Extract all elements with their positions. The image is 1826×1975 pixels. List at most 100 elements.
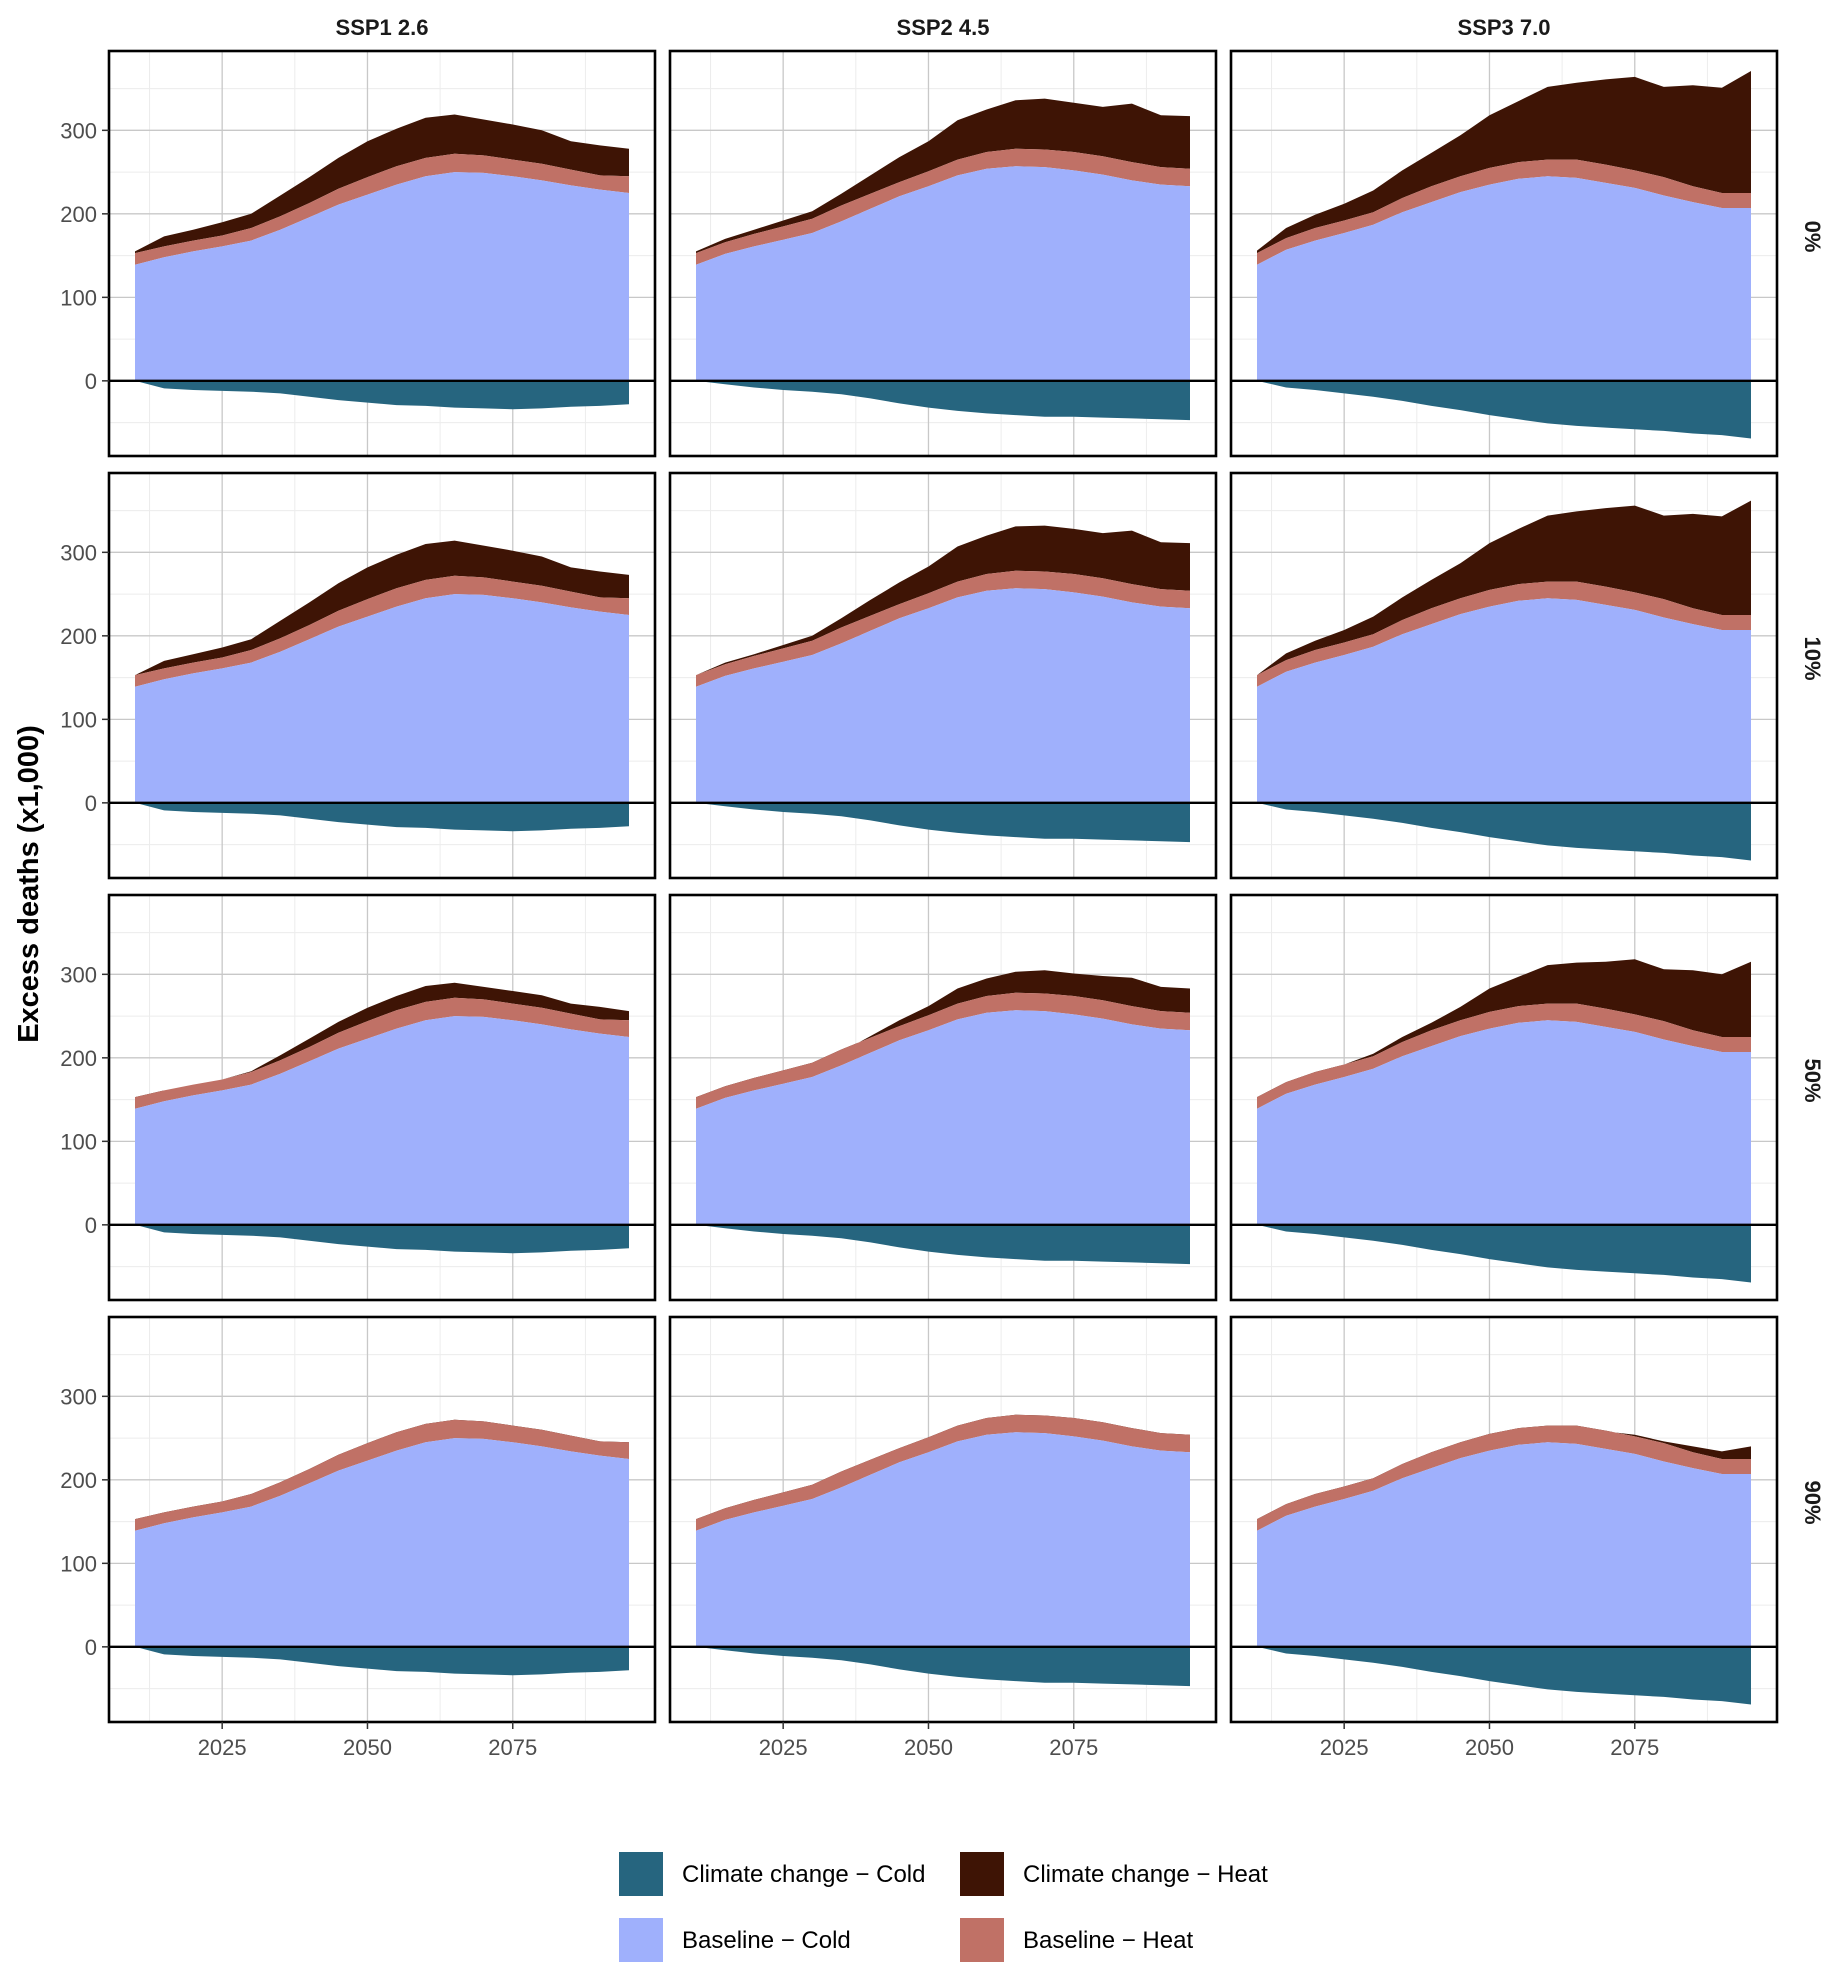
y-tick-label: 100 <box>60 707 97 732</box>
x-tick-label: 2050 <box>1465 1735 1514 1760</box>
panel-r0-c2 <box>1229 49 1779 458</box>
area-baseline-cold <box>1257 1442 1751 1647</box>
area-baseline-cold <box>1257 598 1751 803</box>
panel-border <box>1229 893 1779 1302</box>
panels-layer: 0 100 200 300 0 100 200 300 0 100 200 300 0 100 200 300… <box>60 49 1779 1760</box>
area-baseline-cold <box>696 1432 1190 1647</box>
area-baseline-cold <box>696 588 1190 803</box>
area-climate-change-heat <box>1257 959 1751 1103</box>
row-strip-label: 10% <box>1800 636 1825 680</box>
legend-swatch <box>619 1852 663 1896</box>
legend-swatch <box>960 1918 1004 1962</box>
y-tick-label: 200 <box>60 1468 97 1493</box>
legend: Climate change − Cold Climate change − He… <box>619 1852 1268 1962</box>
x-tick-label: 2075 <box>1610 1735 1659 1760</box>
x-tick-label: 2025 <box>759 1735 808 1760</box>
area-baseline-cold <box>135 172 629 381</box>
row-strip-label: 0% <box>1800 221 1825 253</box>
panel-border <box>1229 49 1779 458</box>
area-baseline-heat <box>696 1414 1190 1531</box>
area-climate-change-cold <box>696 802 1190 843</box>
x-tick-label: 2050 <box>343 1735 392 1760</box>
panel-r2-c2 <box>1229 893 1779 1302</box>
area-climate-change-cold <box>696 1224 1190 1265</box>
panel-border <box>107 49 657 458</box>
y-tick-label: 100 <box>60 1551 97 1576</box>
area-baseline-heat <box>1257 581 1751 687</box>
legend-item: Climate change − Cold <box>619 1852 925 1896</box>
column-strip-label: SSP2 4.5 <box>897 15 990 40</box>
y-axis-title: Excess deaths (x1,000) <box>13 725 45 1043</box>
panel-r2-c0: 0 100 200 300 <box>60 893 657 1302</box>
y-tick-label: 100 <box>60 285 97 310</box>
panel-border <box>107 1315 657 1724</box>
area-climate-change-heat <box>1257 71 1751 254</box>
y-tick-label: 200 <box>60 1046 97 1071</box>
legend-label: Climate change − Cold <box>682 1861 925 1888</box>
area-baseline-cold <box>1257 1020 1751 1225</box>
panel-areas <box>135 982 629 1254</box>
area-baseline-heat <box>135 575 629 687</box>
column-strip-label: SSP1 2.6 <box>336 15 429 40</box>
panel-areas <box>696 98 1190 421</box>
area-climate-change-cold <box>1257 380 1751 439</box>
area-baseline-cold <box>696 1010 1190 1225</box>
panel-areas <box>135 114 629 410</box>
area-climate-change-cold <box>135 802 629 832</box>
area-baseline-heat <box>1257 1425 1751 1531</box>
panel-r3-c1: 2025 2050 2075 <box>668 1315 1218 1760</box>
panel-areas <box>696 525 1190 843</box>
panel-r2-c1 <box>668 893 1218 1302</box>
panel-areas <box>135 1419 629 1676</box>
area-baseline-heat <box>1257 159 1751 265</box>
panel-r0-c1 <box>668 49 1218 458</box>
area-climate-change-heat <box>135 114 629 254</box>
panel-areas <box>1257 1425 1751 1705</box>
legend-swatch <box>619 1918 663 1962</box>
panel-border <box>668 471 1218 880</box>
panel-border <box>107 893 657 1302</box>
row-strip-label: 50% <box>1800 1058 1825 1102</box>
panel-areas <box>696 970 1190 1265</box>
legend-swatch <box>960 1852 1004 1896</box>
panel-areas <box>1257 71 1751 439</box>
panel-border <box>668 49 1218 458</box>
area-baseline-heat <box>696 148 1190 265</box>
panel-border <box>1229 1315 1779 1724</box>
panel-r3-c2: 2025 2050 2075 <box>1229 1315 1779 1760</box>
panel-border <box>668 893 1218 1302</box>
y-tick-label: 300 <box>60 540 97 565</box>
y-tick-label: 0 <box>85 791 97 816</box>
legend-label: Baseline − Heat <box>1023 1927 1193 1954</box>
area-baseline-cold <box>135 594 629 803</box>
y-tick-label: 300 <box>60 962 97 987</box>
area-baseline-cold <box>1257 176 1751 381</box>
y-tick-label: 0 <box>85 1213 97 1238</box>
y-tick-label: 300 <box>60 118 97 143</box>
x-tick-label: 2025 <box>1320 1735 1369 1760</box>
area-baseline-cold <box>135 1016 629 1225</box>
area-climate-change-cold <box>696 380 1190 421</box>
panel-areas <box>1257 959 1751 1283</box>
legend-label: Climate change − Heat <box>1023 1861 1268 1888</box>
area-climate-change-cold <box>1257 802 1751 861</box>
panel-r0-c0: 0 100 200 300 <box>60 49 657 458</box>
labels-layer: SSP1 2.6 SSP2 4.5 SSP3 7.0 0% 10% 50% 90% Exces… <box>13 15 1825 1525</box>
area-climate-change-cold <box>1257 1646 1751 1705</box>
panel-r3-c0: 0 100 200 300 2025 2050 2075 <box>60 1315 657 1760</box>
row-strip-label: 90% <box>1800 1480 1825 1524</box>
y-tick-label: 0 <box>85 1635 97 1660</box>
area-baseline-cold <box>135 1438 629 1647</box>
x-tick-label: 2075 <box>1049 1735 1098 1760</box>
panel-border <box>107 471 657 880</box>
area-climate-change-heat <box>696 98 1190 254</box>
panel-border <box>668 1315 1218 1724</box>
column-strip-label: SSP3 7.0 <box>1458 15 1551 40</box>
legend-item: Baseline − Cold <box>619 1918 851 1962</box>
y-tick-label: 0 <box>85 369 97 394</box>
panel-areas <box>1257 500 1751 861</box>
y-tick-label: 200 <box>60 624 97 649</box>
area-climate-change-cold <box>1257 1224 1751 1283</box>
area-climate-change-cold <box>135 380 629 410</box>
area-baseline-cold <box>696 166 1190 381</box>
